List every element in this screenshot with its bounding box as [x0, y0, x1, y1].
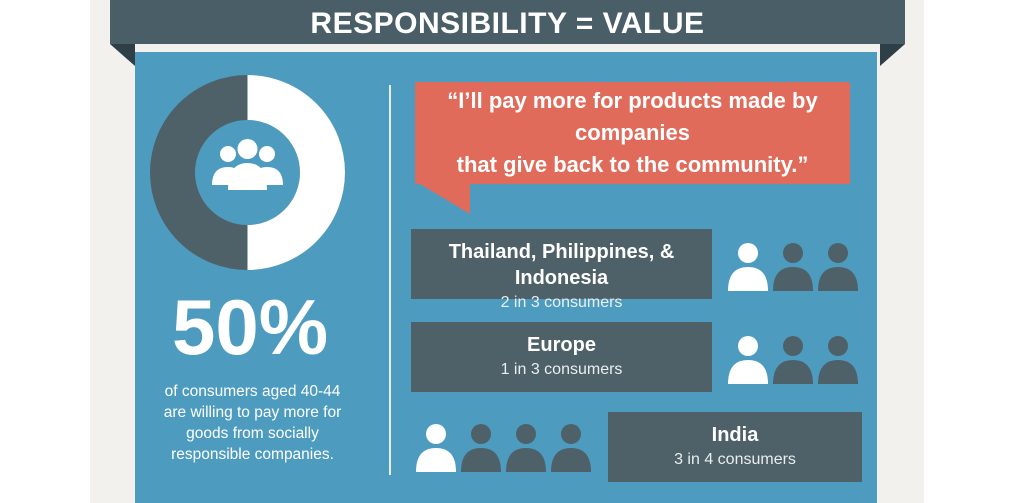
region-name: Europe: [527, 334, 596, 356]
person-icon: [551, 424, 591, 472]
person-icon: [818, 243, 858, 291]
region-stat: 2 in 3 consumers: [500, 294, 623, 311]
region-card-thailand: Thailand, Philippines, & Indonesia 2 in …: [411, 229, 712, 311]
region-stat: 3 in 4 consumers: [674, 451, 796, 468]
column-divider: [389, 85, 391, 475]
region-card-india: India 3 in 4 consumers: [608, 412, 862, 482]
person-icon-highlighted: [416, 424, 456, 472]
person-icon-highlighted: [728, 336, 768, 384]
stat-description: of consumers aged 40-44 are willing to p…: [163, 383, 342, 463]
region-name: Thailand, Philippines, & Indonesia: [448, 241, 675, 289]
region-name: India: [711, 424, 759, 446]
banner-fold-right: [880, 44, 905, 66]
left-margin: [0, 0, 90, 503]
right-margin: [924, 0, 1024, 503]
percent-stat: 50%: [171, 283, 329, 371]
person-icon-highlighted: [728, 243, 768, 291]
person-icon: [461, 424, 501, 472]
region-card-europe: Europe 1 in 3 consumers: [411, 322, 712, 392]
donut-filled-arc: [246, 75, 345, 270]
quote-bubble: “I’ll pay more for products made by comp…: [415, 82, 850, 184]
person-icon: [818, 336, 858, 384]
donut-chart: [150, 75, 345, 270]
page-title: RESPONSIBILITY = VALUE: [310, 7, 705, 40]
banner-fold-left: [110, 44, 135, 66]
person-icon: [773, 243, 813, 291]
region-stat: 1 in 3 consumers: [500, 361, 623, 378]
person-icon: [506, 424, 546, 472]
person-icon: [773, 336, 813, 384]
title-banner: [110, 0, 905, 44]
quote-bubble-tail: [420, 184, 470, 214]
group-people-icon: [212, 139, 283, 190]
